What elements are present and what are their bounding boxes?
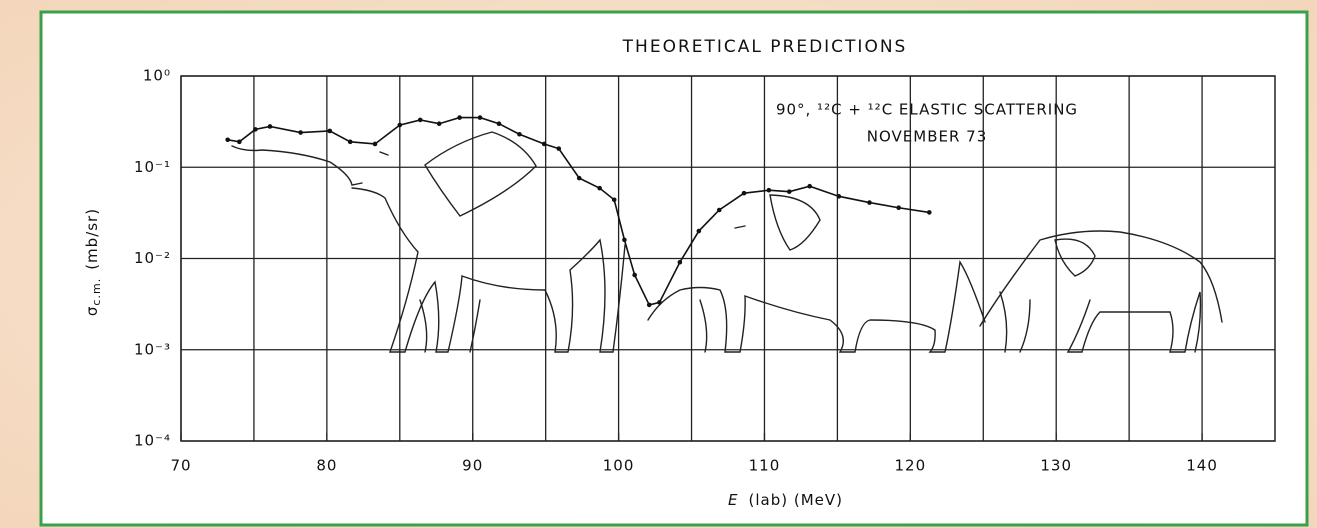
data-point: [836, 194, 842, 199]
y-tick-label: 10⁻¹: [134, 158, 171, 176]
data-point: [372, 141, 378, 147]
x-tick-label: 120: [895, 457, 927, 475]
y-axis-label: σc.m. (mb/sr): [83, 208, 104, 316]
data-point: [327, 128, 333, 134]
y-tick-label: 10⁻⁴: [134, 432, 171, 450]
y-tick-label: 10⁻³: [134, 340, 171, 358]
data-point: [696, 228, 702, 234]
y-label-subscript: c.m.: [90, 278, 103, 306]
annotation: 90°, ¹²C + ¹²C ELASTIC SCATTERING: [776, 101, 1078, 119]
elephant-ear: [424, 131, 537, 217]
x-tick-label: 90: [462, 457, 483, 475]
data-point: [807, 183, 812, 189]
data-point: [597, 185, 602, 191]
data-point: [417, 117, 423, 123]
panel: [39, 10, 1309, 527]
x-label-symbol: E: [728, 491, 738, 509]
data-point: [347, 139, 353, 145]
data-point: [436, 121, 442, 127]
data-point: [576, 175, 582, 181]
x-axis-label: E (lab) (MeV): [728, 491, 843, 509]
x-tick-label: 130: [1040, 457, 1072, 475]
elephant-sketch: [231, 145, 626, 353]
data-point: [766, 187, 772, 193]
elephant-ear: [1054, 238, 1096, 277]
data-point: [253, 127, 258, 132]
x-tick-label: 80: [316, 457, 337, 475]
data-point: [657, 300, 662, 305]
elephant-sketch: [379, 151, 481, 353]
data-point: [632, 272, 637, 278]
annotation: NOVEMBER 73: [867, 128, 988, 146]
x-label-text: (lab) (MeV): [748, 491, 843, 509]
y-label-symbol: σ: [83, 306, 101, 317]
data-point: [646, 302, 652, 308]
data-point: [267, 124, 273, 129]
elephant-ear: [769, 194, 821, 251]
x-tick-label: 140: [1186, 457, 1218, 475]
data-point: [457, 115, 462, 120]
data-point: [541, 141, 547, 147]
data-point: [397, 122, 403, 128]
data-point: [496, 121, 502, 127]
data-point: [896, 205, 901, 211]
data-point: [225, 137, 230, 143]
x-tick-label: 100: [603, 457, 635, 475]
y-tick-label: 10⁻²: [134, 249, 171, 267]
elephant-sketches: [231, 131, 1223, 353]
y-label-unit: (mb/sr): [83, 208, 101, 270]
x-tick-label: 70: [170, 457, 191, 475]
chart-title: THEORETICAL PREDICTIONS: [622, 37, 908, 57]
data-point: [477, 115, 483, 120]
data-point: [556, 146, 562, 151]
data-point: [611, 197, 617, 203]
x-tick-label: 110: [749, 457, 781, 475]
elephant-sketch: [647, 225, 986, 353]
data-point: [716, 207, 722, 213]
data-point: [786, 189, 792, 194]
data-point: [867, 200, 872, 205]
data-point: [926, 210, 932, 215]
data-point: [741, 190, 747, 196]
data-point: [677, 259, 683, 265]
elephant-sketch: [979, 230, 1223, 353]
y-tick-label: 10⁰: [143, 67, 171, 85]
data-point: [298, 130, 303, 135]
data-point: [517, 131, 522, 137]
data-point: [237, 139, 242, 145]
data-point: [622, 237, 627, 243]
